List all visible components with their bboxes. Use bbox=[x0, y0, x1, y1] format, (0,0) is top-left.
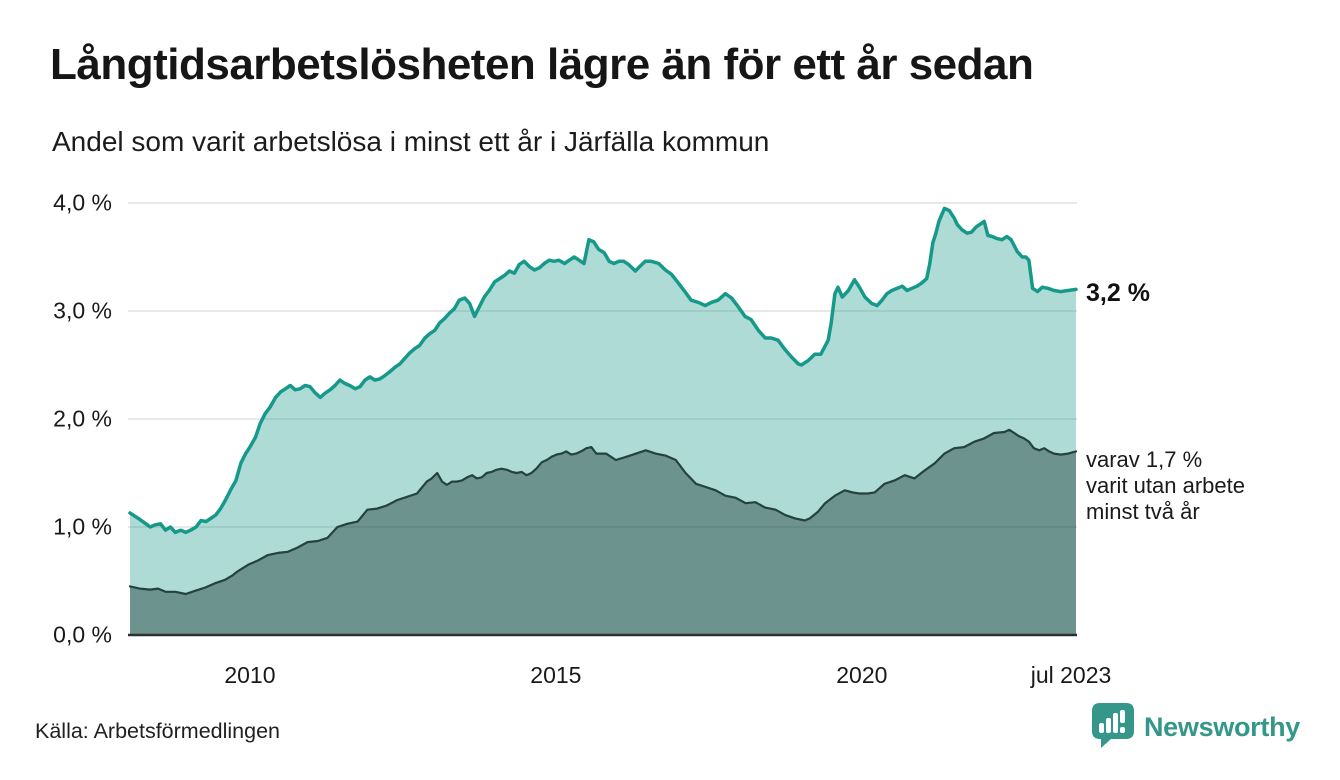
area-fills bbox=[130, 208, 1076, 635]
chart-subtitle: Andel som varit arbetslösa i minst ett å… bbox=[52, 126, 770, 157]
y-tick-label: 0,0 % bbox=[53, 621, 112, 648]
x-tick-label: 2010 bbox=[224, 662, 276, 688]
series-area-0 bbox=[130, 208, 1076, 635]
y-tick-label: 1,0 % bbox=[53, 513, 112, 540]
secondary-value-annotation: varav 1,7 % varit utan arbete minst två … bbox=[1086, 447, 1245, 525]
x-tick-label: 2020 bbox=[836, 662, 888, 688]
secondary-annotation-line: varit utan arbete bbox=[1086, 473, 1245, 498]
page-title: Långtidsarbetslösheten lägre än för ett … bbox=[50, 40, 1034, 89]
gridlines bbox=[128, 202, 1077, 528]
y-tick-label: 2,0 % bbox=[53, 405, 112, 432]
series-line-1 bbox=[128, 428, 1078, 596]
secondary-annotation-line: varav 1,7 % bbox=[1086, 447, 1203, 472]
latest-value-label: 3,2 % bbox=[1086, 279, 1150, 307]
brand-name: Newsworthy bbox=[1143, 711, 1300, 742]
y-tick-label: 3,0 % bbox=[53, 297, 112, 324]
bar-chart-speech-bubble-icon bbox=[1091, 703, 1134, 748]
x-tick-label: jul 2023 bbox=[1030, 662, 1112, 688]
x-tick-label: 2015 bbox=[530, 662, 582, 688]
secondary-annotation-line: minst två år bbox=[1086, 499, 1200, 524]
series-lines bbox=[128, 206, 1078, 596]
y-tick-label: 4,0 % bbox=[53, 189, 112, 216]
source-label: Källa: Arbetsförmedlingen bbox=[35, 719, 281, 743]
newsworthy-logo: Newsworthy bbox=[1091, 702, 1300, 752]
series-area-1 bbox=[130, 429, 1076, 635]
series-line-0 bbox=[128, 206, 1078, 535]
